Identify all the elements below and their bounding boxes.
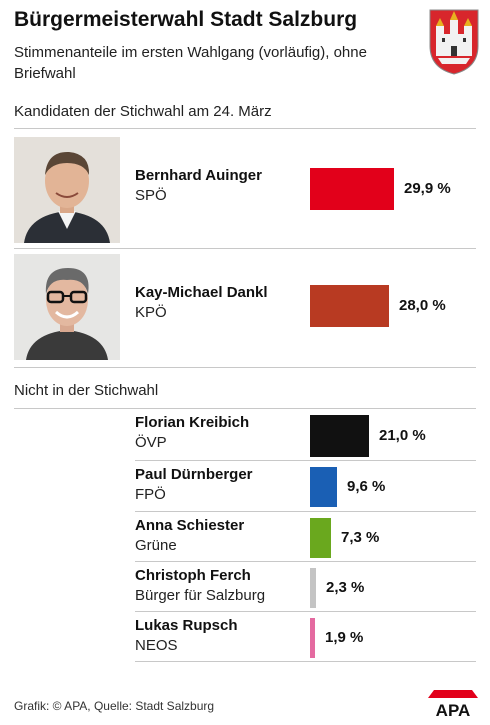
result-bar <box>310 285 389 327</box>
candidate-name: Florian Kreibich <box>135 414 250 431</box>
others-section-label: Nicht in der Stichwahl <box>14 382 159 399</box>
runoff-section-label: Kandidaten der Stichwahl am 24. März <box>14 103 272 120</box>
result-percent-label: 7,3 % <box>341 529 380 546</box>
result-percent-label: 2,3 % <box>326 579 365 596</box>
candidate-photo-auinger <box>14 137 120 243</box>
person-icon <box>14 254 120 360</box>
page-title: Bürgermeisterwahl Stadt Salzburg <box>14 8 358 31</box>
row-divider <box>135 661 476 662</box>
candidate-name: Christoph Ferch <box>135 567 251 584</box>
result-bar <box>310 568 316 608</box>
source-credit: Grafik: © APA, Quelle: Stadt Salzburg <box>14 699 215 713</box>
candidate-divider <box>14 248 476 249</box>
result-bar <box>310 415 369 457</box>
candidate-party: Bürger für Salzburg <box>135 587 266 604</box>
candidate-party: Grüne <box>135 537 177 554</box>
row-divider <box>135 561 476 562</box>
result-bar <box>310 467 337 507</box>
row-divider <box>135 511 476 512</box>
candidate-party: FPÖ <box>135 486 166 503</box>
salzburg-crest-icon <box>429 9 479 75</box>
row-divider <box>135 611 476 612</box>
candidate-party: KPÖ <box>135 304 167 321</box>
page-subtitle: Stimmenanteile im ersten Wahlgang (vorlä… <box>14 44 367 82</box>
result-percent-label: 29,9 % <box>404 180 451 197</box>
result-bar <box>310 518 331 558</box>
candidate-name: Paul Dürnberger <box>135 466 253 483</box>
candidate-name: Anna Schiester <box>135 517 245 534</box>
result-percent-label: 21,0 % <box>379 427 426 444</box>
candidate-name: Bernhard Auinger <box>135 167 262 184</box>
result-percent-label: 9,6 % <box>347 478 386 495</box>
apa-logo: APA <box>428 690 478 718</box>
candidate-party: ÖVP <box>135 434 167 451</box>
candidate-party: NEOS <box>135 637 178 654</box>
candidate-photo-dankl <box>14 254 120 360</box>
apa-logo-text: APA <box>436 701 471 718</box>
section-divider <box>14 128 476 129</box>
row-divider <box>135 460 476 461</box>
result-percent-label: 1,9 % <box>325 629 364 646</box>
result-percent-label: 28,0 % <box>399 297 446 314</box>
result-bar <box>310 168 394 210</box>
section-divider <box>14 367 476 368</box>
candidate-name: Kay-Michael Dankl <box>135 284 268 301</box>
person-icon <box>14 137 120 243</box>
section-divider <box>14 408 476 409</box>
result-bar <box>310 618 315 658</box>
candidate-name: Lukas Rupsch <box>135 617 238 634</box>
candidate-party: SPÖ <box>135 187 167 204</box>
